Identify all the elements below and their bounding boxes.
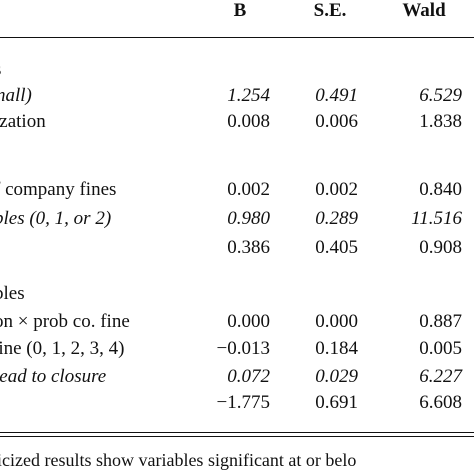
cell-wald: 0.887 [419,311,462,332]
table-row: bles [0,281,474,307]
column-header-se: S.E. [313,0,347,21]
cell-wald: 6.529 [419,85,462,106]
row-label: bles (0, 1, or 2) [0,208,112,229]
cell-b: 0.980 [227,208,270,229]
cell-se: 0.184 [315,338,358,359]
cell-se: 0.405 [315,237,358,258]
cell-b: −0.013 [216,338,270,359]
row-label: s [0,57,1,83]
cell-b: −1.775 [216,392,270,413]
cell-b: 0.386 [227,237,270,258]
cell-wald: 11.516 [411,208,462,229]
row-label: bles [0,283,25,304]
column-header-wald: Wald [402,0,446,21]
bottom-rule [0,432,474,433]
table-row: bles (0, 1, or 2) 0.980 0.289 11.516 [0,206,474,232]
bottom-rule-double [0,436,474,437]
row-label: nall) [0,85,32,106]
table-row: −1.775 0.691 6.608 [0,390,474,416]
cell-wald: 0.840 [419,179,462,200]
cell-b: 0.008 [227,111,270,132]
table-row: f company fines 0.002 0.002 0.840 [0,177,474,203]
row-label: lead to closure [0,366,107,387]
table-row: lead to closure 0.072 0.029 6.227 [0,364,474,390]
cell-wald: 0.005 [419,338,462,359]
cell-se: 0.691 [315,392,358,413]
row-label: fine (0, 1, 2, 3, 4) [0,338,125,359]
cell-b: 1.254 [227,85,270,106]
cell-wald: 0.908 [419,237,462,258]
cell-se: 0.002 [315,179,358,200]
table-row [0,135,474,161]
cell-wald: 6.227 [419,366,462,387]
header-rule [0,37,474,38]
cell-b: 0.072 [227,366,270,387]
cell-se: 0.006 [315,111,358,132]
cell-b: 0.002 [227,179,270,200]
row-label: on × prob co. fine [0,311,130,332]
cell-se: 0.029 [315,366,358,387]
row-label: f company fines [0,179,117,200]
table-row: on × prob co. fine 0.000 0.000 0.887 [0,309,474,335]
column-header-b: B [233,0,247,21]
cell-se: 0.000 [315,311,358,332]
table-row: s [0,57,474,83]
cell-se: 0.491 [315,85,358,106]
table-row: fine (0, 1, 2, 3, 4) −0.013 0.184 0.005 [0,336,474,362]
table-row: ization 0.008 0.006 1.838 [0,109,474,135]
table-footnote: licized results show variables significa… [0,450,357,470]
cell-b: 0.000 [227,311,270,332]
cell-wald: 1.838 [419,111,462,132]
table-row: nall) 1.254 0.491 6.529 [0,83,474,109]
row-label: ization [0,111,46,132]
table-row: 0.386 0.405 0.908 [0,235,474,261]
cell-se: 0.289 [315,208,358,229]
cell-wald: 6.608 [419,392,462,413]
